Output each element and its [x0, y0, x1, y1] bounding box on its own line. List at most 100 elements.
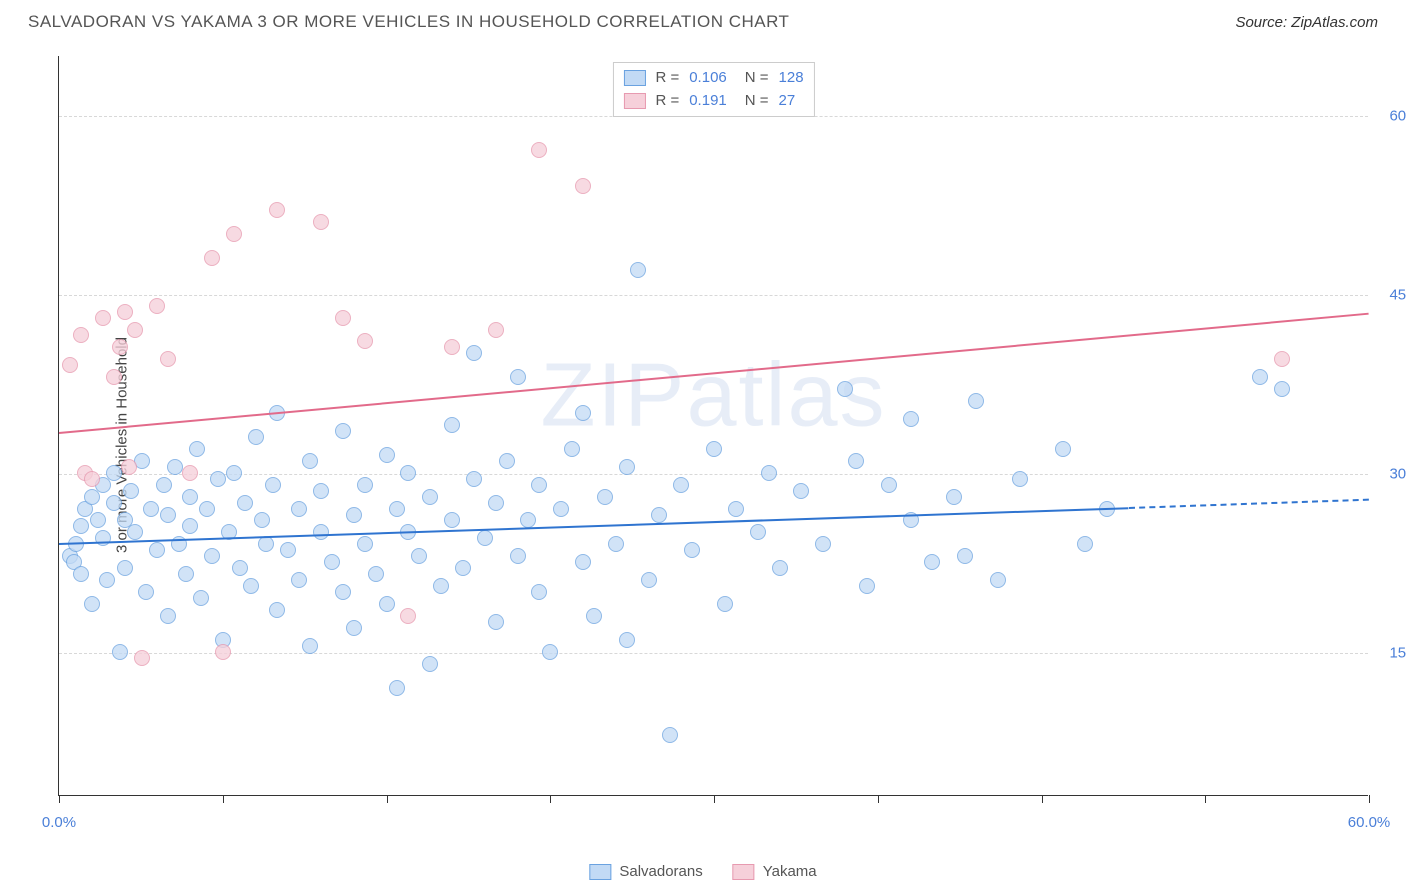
data-point	[117, 560, 133, 576]
data-point	[357, 477, 373, 493]
legend-swatch	[733, 864, 755, 880]
data-point	[575, 178, 591, 194]
legend-r-value: 0.191	[689, 90, 727, 113]
y-tick-label: 30.0%	[1389, 465, 1406, 482]
data-point	[848, 453, 864, 469]
data-point	[156, 477, 172, 493]
data-point	[651, 507, 667, 523]
data-point	[127, 322, 143, 338]
data-point	[597, 489, 613, 505]
data-point	[112, 644, 128, 660]
data-point	[95, 530, 111, 546]
data-point	[761, 465, 777, 481]
legend-r-label: R =	[655, 90, 679, 113]
legend-swatch	[623, 70, 645, 86]
data-point	[444, 339, 460, 355]
data-point	[149, 298, 165, 314]
data-point	[389, 501, 405, 517]
data-point	[182, 518, 198, 534]
x-tick	[714, 795, 715, 803]
data-point	[531, 477, 547, 493]
data-point	[1077, 536, 1093, 552]
data-point	[630, 262, 646, 278]
x-tick	[223, 795, 224, 803]
legend-swatch	[589, 864, 611, 880]
data-point	[575, 405, 591, 421]
legend-swatch	[623, 93, 645, 109]
data-point	[793, 483, 809, 499]
data-point	[837, 381, 853, 397]
data-point	[510, 369, 526, 385]
data-point	[160, 351, 176, 367]
data-point	[346, 620, 362, 636]
data-point	[946, 489, 962, 505]
x-tick	[1042, 795, 1043, 803]
data-point	[106, 465, 122, 481]
x-tick	[878, 795, 879, 803]
data-point	[189, 441, 205, 457]
data-point	[62, 357, 78, 373]
legend-n-label: N =	[745, 90, 769, 113]
data-point	[357, 536, 373, 552]
data-point	[1274, 351, 1290, 367]
data-point	[444, 417, 460, 433]
chart-header: SALVADORAN VS YAKAMA 3 OR MORE VEHICLES …	[0, 0, 1406, 40]
data-point	[444, 512, 460, 528]
data-point	[400, 608, 416, 624]
data-point	[73, 518, 89, 534]
data-point	[243, 578, 259, 594]
data-point	[411, 548, 427, 564]
x-tick	[550, 795, 551, 803]
regression-line	[59, 507, 1129, 545]
data-point	[84, 596, 100, 612]
data-point	[586, 608, 602, 624]
data-point	[477, 530, 493, 546]
data-point	[127, 524, 143, 540]
data-point	[99, 572, 115, 588]
legend-row: R =0.106N =128	[623, 67, 803, 90]
data-point	[269, 202, 285, 218]
data-point	[564, 441, 580, 457]
data-point	[510, 548, 526, 564]
data-point	[121, 459, 137, 475]
x-tick	[1205, 795, 1206, 803]
data-point	[134, 650, 150, 666]
data-point	[210, 471, 226, 487]
regression-line	[59, 313, 1369, 434]
data-point	[641, 572, 657, 588]
data-point	[728, 501, 744, 517]
data-point	[990, 572, 1006, 588]
data-point	[302, 453, 318, 469]
data-point	[422, 656, 438, 672]
data-point	[575, 554, 591, 570]
data-point	[553, 501, 569, 517]
legend-row: R = 0.191N = 27	[623, 90, 803, 113]
data-point	[73, 327, 89, 343]
data-point	[73, 566, 89, 582]
legend-r-label: R =	[655, 67, 679, 90]
data-point	[1055, 441, 1071, 457]
legend-item: Yakama	[733, 863, 817, 880]
data-point	[84, 471, 100, 487]
data-point	[542, 644, 558, 660]
data-point	[313, 483, 329, 499]
data-point	[226, 465, 242, 481]
chart-area: 3 or more Vehicles in Household ZIPatlas…	[52, 50, 1382, 840]
data-point	[232, 560, 248, 576]
data-point	[199, 501, 215, 517]
x-tick	[59, 795, 60, 803]
data-point	[90, 512, 106, 528]
data-point	[531, 142, 547, 158]
data-point	[499, 453, 515, 469]
data-point	[881, 477, 897, 493]
data-point	[368, 566, 384, 582]
data-point	[143, 501, 159, 517]
data-point	[455, 560, 471, 576]
data-point	[138, 584, 154, 600]
data-point	[924, 554, 940, 570]
data-point	[400, 465, 416, 481]
gridline	[59, 653, 1368, 654]
legend-n-value: 128	[779, 67, 804, 90]
data-point	[182, 465, 198, 481]
correlation-legend: R =0.106N =128R = 0.191N = 27	[612, 62, 814, 117]
